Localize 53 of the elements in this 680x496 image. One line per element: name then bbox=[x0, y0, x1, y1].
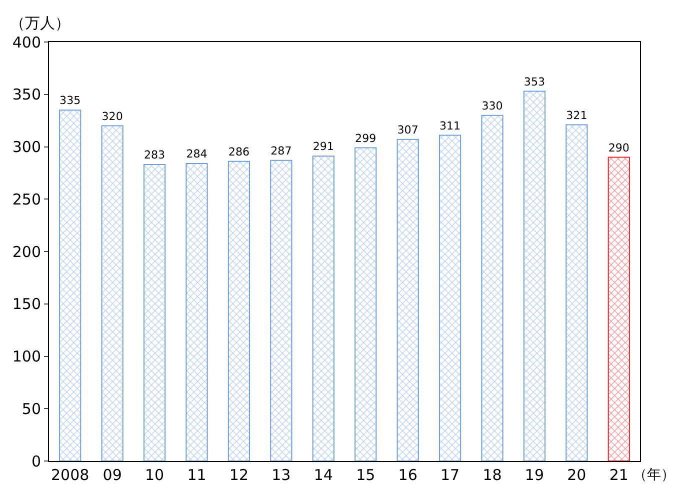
y-tick-label: 50 bbox=[22, 400, 41, 418]
bar bbox=[438, 134, 462, 461]
data-label: 320 bbox=[102, 110, 123, 123]
data-label: 286 bbox=[228, 145, 250, 158]
x-tick-label: 21 bbox=[609, 466, 628, 484]
data-label: 330 bbox=[482, 99, 503, 112]
x-tick-label: 18 bbox=[482, 466, 502, 484]
bar bbox=[228, 160, 250, 461]
bar bbox=[566, 124, 588, 461]
y-tick-label: 400 bbox=[12, 33, 41, 52]
data-label: 307 bbox=[397, 123, 418, 136]
x-axis-title: （年） bbox=[633, 467, 675, 483]
data-label: 299 bbox=[355, 132, 376, 145]
bar bbox=[101, 125, 124, 461]
data-label: 290 bbox=[608, 141, 630, 154]
bar bbox=[354, 147, 377, 461]
x-tick-label: 17 bbox=[440, 466, 460, 484]
y-tick-label: 200 bbox=[12, 242, 41, 261]
y-axis-title: （万人） bbox=[10, 14, 70, 32]
data-label: 287 bbox=[270, 144, 292, 158]
bar bbox=[523, 90, 546, 461]
x-tick-label: 2008 bbox=[51, 466, 90, 484]
bar bbox=[481, 114, 504, 461]
bar bbox=[59, 110, 82, 461]
x-tick-label: 19 bbox=[524, 466, 544, 484]
data-label: 284 bbox=[186, 148, 208, 161]
bar bbox=[396, 138, 419, 461]
y-tick-label: 150 bbox=[12, 295, 41, 314]
bar bbox=[143, 164, 166, 461]
data-label: 335 bbox=[60, 94, 81, 108]
y-tick-label: 100 bbox=[12, 348, 41, 366]
x-tick-label: 12 bbox=[229, 466, 249, 484]
data-label: 353 bbox=[524, 75, 546, 88]
data-label: 291 bbox=[312, 140, 334, 154]
bar bbox=[312, 156, 334, 461]
data-label: 283 bbox=[144, 148, 166, 162]
x-tick-label: 15 bbox=[356, 466, 376, 484]
x-tick-label: 11 bbox=[187, 466, 206, 484]
y-tick-label: 300 bbox=[12, 138, 41, 156]
y-tick-label: 350 bbox=[12, 86, 41, 104]
x-tick-label: 14 bbox=[314, 466, 333, 484]
x-tick-label: 10 bbox=[144, 466, 164, 484]
x-tick-label: 16 bbox=[398, 466, 418, 484]
x-tick-label: 13 bbox=[272, 466, 291, 484]
y-tick-label: 250 bbox=[12, 190, 41, 208]
data-label: 311 bbox=[439, 119, 461, 132]
y-tick-label: 0 bbox=[31, 452, 41, 470]
data-label: 321 bbox=[566, 108, 588, 122]
bar bbox=[186, 163, 208, 461]
bar bbox=[608, 156, 630, 461]
x-tick-label: 09 bbox=[102, 466, 122, 484]
x-tick-label: 20 bbox=[567, 466, 586, 484]
bar bbox=[270, 160, 292, 461]
